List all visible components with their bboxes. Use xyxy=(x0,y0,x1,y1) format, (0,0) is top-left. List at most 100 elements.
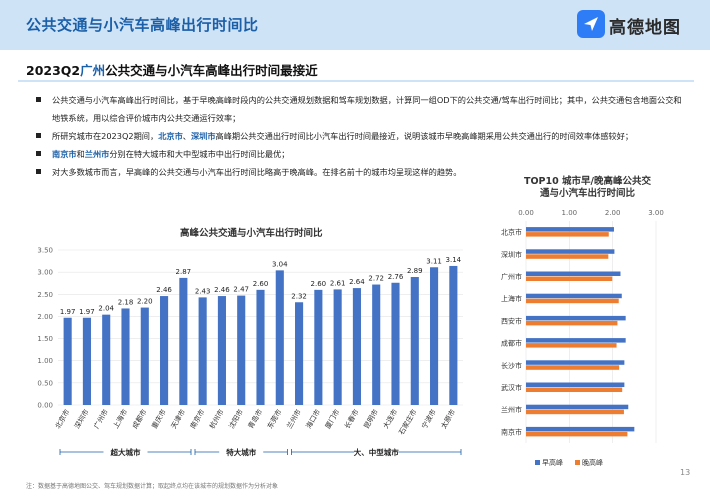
x-tick-label: 石家庄市 xyxy=(397,408,419,437)
footnote: 注：数据基于高德地图公交、驾车规划数据计算；取起终点均在该城市的规划数据作为分析… xyxy=(26,483,279,490)
x-tick-label: 太原市 xyxy=(439,408,457,431)
bar xyxy=(391,282,400,405)
bar xyxy=(372,284,381,405)
section-title-suffix: 公共交通与小汽车高峰出行时间最接近 xyxy=(105,63,318,78)
y-tick-label: 上海市 xyxy=(501,294,522,303)
y-tick-label: 长沙市 xyxy=(501,361,522,370)
y-tick-label: 0.50 xyxy=(37,379,53,387)
value-label: 2.87 xyxy=(176,268,192,276)
city-highlight: 深圳市 xyxy=(190,131,216,141)
section-title-prefix: 2023Q2 xyxy=(26,63,81,78)
group-label: 特大城市 xyxy=(226,447,256,457)
x-tick-label: 广州市 xyxy=(92,408,110,431)
x-tick-label: 东莞市 xyxy=(265,408,283,431)
bar xyxy=(237,295,246,405)
bar xyxy=(256,289,265,405)
value-label: 2.72 xyxy=(368,275,384,283)
bullet-item: 南京市和兰州市分别在特大城市和大中型城市中出行时间比最优； xyxy=(36,145,686,163)
bar-morning xyxy=(526,404,629,410)
value-label: 3.04 xyxy=(272,260,288,268)
value-label: 2.43 xyxy=(195,287,211,295)
legend-swatch xyxy=(575,460,580,465)
x-tick-label: 北京市 xyxy=(53,408,71,431)
top10-chart-title: TOP10 城市早/晚高峰公共交通与小汽车出行时间比 xyxy=(523,176,652,199)
y-tick-label: 南京市 xyxy=(501,427,522,436)
bar-evening xyxy=(526,232,609,237)
y-tick-label: 武汉市 xyxy=(501,383,522,392)
value-label: 2.89 xyxy=(407,267,423,275)
bar xyxy=(410,277,419,405)
bar xyxy=(430,267,439,405)
bar xyxy=(102,314,111,405)
y-tick-label: 成都市 xyxy=(501,339,522,348)
x-tick-label: 大连市 xyxy=(381,408,399,431)
bullet-text: 公共交通与小汽车高峰出行时间比，基于早晚高峰时段内的公共交通规划数据和驾车规划数… xyxy=(52,95,682,123)
value-label: 2.04 xyxy=(98,305,114,313)
city-highlight: 兰州市 xyxy=(84,149,110,159)
legend-label: 早高峰 xyxy=(542,458,563,467)
x-tick-label: 3.00 xyxy=(648,209,664,217)
x-tick-label: 重庆市 xyxy=(150,408,168,431)
group-label-bg xyxy=(219,446,264,458)
section-title-city: 广州 xyxy=(80,63,106,78)
city-highlight: 南京市 xyxy=(52,149,77,159)
bar xyxy=(275,270,284,405)
bar xyxy=(217,296,226,405)
bar-evening xyxy=(526,343,617,348)
bar-morning xyxy=(526,382,625,387)
y-tick-label: 兰州市 xyxy=(501,405,522,414)
y-tick-label: 2.50 xyxy=(37,291,53,299)
y-tick-label: 0.00 xyxy=(37,402,53,410)
value-label: 2.46 xyxy=(214,286,230,294)
bar-evening xyxy=(526,276,613,281)
y-tick-label: 广州市 xyxy=(501,272,522,281)
legend-swatch xyxy=(535,460,540,465)
value-label: 2.32 xyxy=(291,292,307,300)
y-tick-label: 1.00 xyxy=(37,357,53,365)
bar-morning xyxy=(526,249,615,254)
bar xyxy=(140,307,149,405)
bar xyxy=(179,277,188,405)
page-title: 公共交通与小汽车高峰出行时间比 xyxy=(26,16,259,34)
bar-evening xyxy=(526,298,619,304)
x-tick-label: 深圳市 xyxy=(72,408,90,431)
bar xyxy=(63,317,72,405)
y-tick-label: 1.50 xyxy=(37,335,53,343)
title-divider xyxy=(18,80,694,82)
bullet-text: 对大多数城市而言，早高峰的公共交通与小汽车出行时间比略高于晚高峰。在排名前十的城… xyxy=(52,167,462,177)
x-tick-label: 青岛市 xyxy=(246,408,264,431)
group-label-bg xyxy=(354,446,399,458)
legend-label: 晚高峰 xyxy=(582,458,603,467)
x-tick-label: 1.00 xyxy=(562,209,578,217)
bullet-text: 、 xyxy=(182,131,191,141)
x-tick-label: 2.00 xyxy=(605,209,621,217)
x-tick-label: 成都市 xyxy=(130,408,148,431)
value-label: 1.97 xyxy=(79,308,95,316)
bar-evening xyxy=(526,320,618,326)
bullet-text: 高峰期公共交通出行时间比小汽车出行时间最接近，说明该城市早晚高峰期采用公共交通出… xyxy=(215,131,634,141)
x-tick-label: 天津市 xyxy=(169,408,187,431)
value-label: 2.61 xyxy=(330,279,346,287)
y-tick-label: 2.00 xyxy=(37,313,53,321)
value-label: 2.20 xyxy=(137,298,153,306)
main-chart-title: 高峰公共交通与小汽车出行时间比 xyxy=(180,228,323,239)
bar xyxy=(121,308,130,405)
bullet-text: 和 xyxy=(76,149,85,159)
bar-evening xyxy=(526,254,609,259)
group-label: 超大城市 xyxy=(110,447,141,457)
bar xyxy=(314,289,323,405)
bar-morning xyxy=(526,338,626,343)
page-number: 13 xyxy=(680,468,691,477)
bar-morning xyxy=(526,271,621,276)
y-tick-label: 北京市 xyxy=(501,228,522,237)
bar-morning xyxy=(526,360,625,365)
x-tick-label: 昆明市 xyxy=(362,408,380,431)
value-label: 3.14 xyxy=(446,256,462,264)
bar-evening xyxy=(526,387,623,392)
bar xyxy=(160,296,169,405)
bullet-item: 对大多数城市而言，早高峰的公共交通与小汽车出行时间比略高于晚高峰。在排名前十的城… xyxy=(36,163,686,181)
x-tick-label: 兰州市 xyxy=(285,408,303,431)
x-tick-label: 上海市 xyxy=(111,408,129,431)
x-tick-label: 0.00 xyxy=(518,209,534,217)
bullet-item: 公共交通与小汽车高峰出行时间比，基于早晚高峰时段内的公共交通规划数据和驾车规划数… xyxy=(36,91,686,127)
